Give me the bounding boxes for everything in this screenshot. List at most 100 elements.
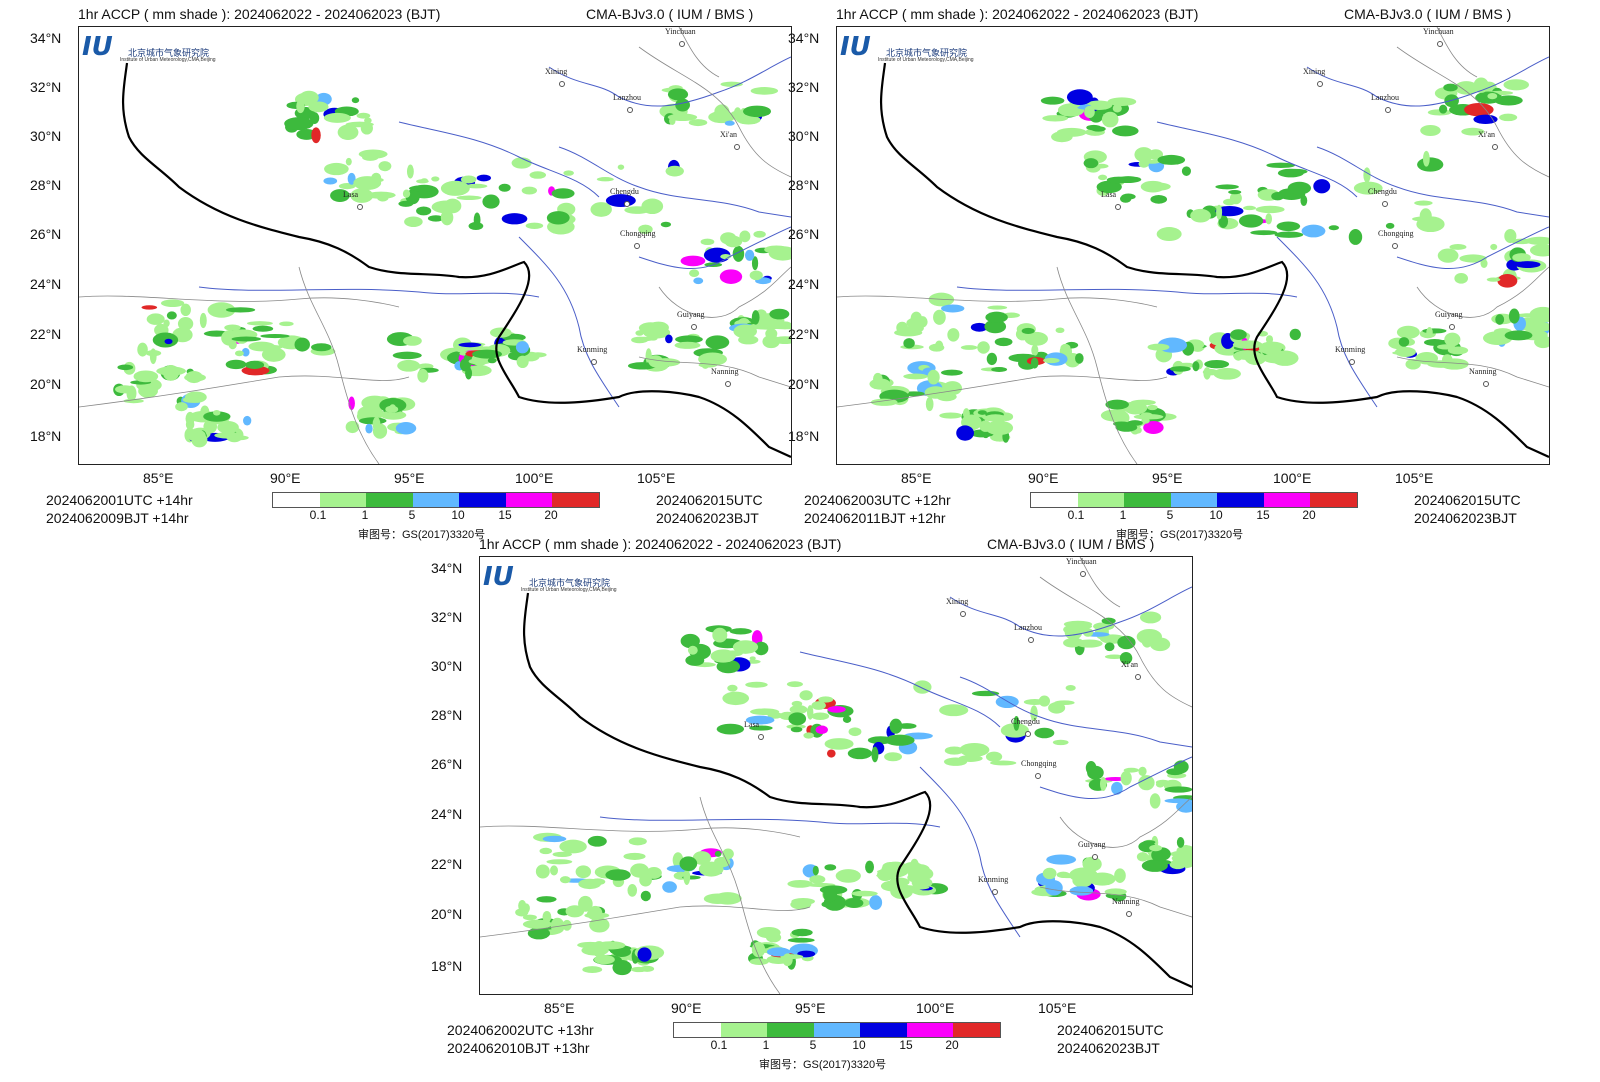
precip-cell	[1105, 399, 1129, 410]
legend-swatch	[1217, 493, 1264, 507]
precip-cell	[1034, 727, 1055, 739]
init-time-block: 2024062002UTC +13hr 2024062010BJT +13hr	[447, 1021, 594, 1057]
city-marker	[1135, 674, 1141, 680]
map-title: 1hr ACCP ( mm shade ): 2024062022 - 2024…	[479, 536, 842, 552]
precip-cell	[578, 878, 602, 890]
precip-cell	[1052, 739, 1069, 746]
precip-cell	[637, 947, 652, 962]
precip-cell	[559, 876, 571, 884]
precip-cell	[345, 420, 360, 434]
legend-swatch	[674, 1023, 721, 1037]
city-label: Xi'an	[720, 130, 737, 139]
precip-cell	[1136, 852, 1149, 862]
precip-cell	[1104, 888, 1127, 896]
rivers	[599, 586, 1192, 938]
city-marker	[357, 204, 363, 210]
precip-cell	[465, 183, 488, 189]
lat-tick: 30°N	[788, 128, 820, 144]
precip-cell	[667, 88, 689, 101]
city-label: Kunming	[978, 875, 1009, 884]
legend-tick: 5	[408, 508, 416, 522]
precip-cell	[903, 338, 915, 349]
city-marker	[992, 889, 998, 895]
city-marker	[734, 144, 740, 150]
precip-cell	[985, 311, 1008, 323]
precip-cell	[521, 186, 538, 195]
precip-cell	[806, 705, 814, 720]
precip-cell	[944, 746, 964, 755]
precip-cell	[1069, 886, 1094, 896]
rivers	[956, 56, 1549, 408]
precip-cell	[871, 746, 879, 763]
precip-cell	[1504, 228, 1517, 244]
precip-cell	[311, 343, 332, 352]
city-marker	[1035, 773, 1041, 779]
precip-cell	[308, 101, 329, 113]
precip-cell	[1497, 274, 1518, 288]
legend-swatch	[720, 1023, 768, 1037]
precip-cell	[631, 336, 649, 344]
precip-cell	[1353, 181, 1383, 195]
precip-cell	[353, 176, 382, 190]
precip-cell	[749, 725, 773, 731]
precip-cell	[175, 402, 188, 412]
precip-cell	[605, 194, 636, 208]
precip-cell	[1228, 189, 1242, 195]
precip-cell	[1104, 654, 1124, 659]
institute-name-en: Institute of Urban Meteorology,CMA,Beiji…	[120, 57, 216, 63]
precip-cell	[1088, 872, 1116, 886]
lon-tick: 100°E	[515, 470, 554, 486]
valid-time-bjt: 2024062023BJT	[1057, 1040, 1160, 1056]
precip-cell	[166, 311, 177, 320]
precip-cell	[1127, 420, 1143, 426]
precip-cell	[1265, 213, 1273, 225]
city-label: Xining	[545, 67, 568, 76]
city-label: Yinchuan	[1423, 27, 1454, 36]
precip-cell	[472, 349, 502, 359]
precip-cell	[985, 420, 1014, 436]
precip-cell	[906, 885, 930, 890]
precip-cell	[402, 189, 411, 198]
legend-swatch	[412, 493, 460, 507]
precip-cell	[1040, 96, 1065, 105]
precip-cell	[498, 183, 511, 192]
init-time-utc: 2024062002UTC +13hr	[447, 1022, 594, 1038]
precip-cell	[809, 875, 826, 884]
precip-cell	[627, 883, 638, 897]
precip-cell	[977, 410, 987, 415]
lat-tick: 26°N	[788, 226, 820, 242]
precip-cell	[720, 81, 743, 87]
precip-cell	[660, 221, 672, 228]
precip-cell	[1045, 880, 1063, 896]
precip-cell	[552, 851, 572, 857]
precip-cell	[458, 342, 482, 348]
precip-cell	[612, 960, 632, 976]
precip-cell	[640, 890, 651, 902]
precip-cell	[1141, 632, 1153, 648]
precip-cell	[1444, 332, 1461, 347]
precip-cell	[1230, 329, 1247, 340]
precip-cell	[542, 910, 552, 923]
precipitation-field	[869, 77, 1549, 443]
city-label: Xining	[1303, 67, 1326, 76]
precip-cell	[356, 112, 371, 119]
precip-cell	[842, 715, 852, 723]
institute-name-en: Institute of Urban Meteorology,CMA,Beiji…	[878, 57, 974, 63]
precip-cell	[323, 112, 351, 123]
map-canvas	[837, 27, 1549, 464]
precip-cell	[815, 725, 828, 735]
precip-cell	[1437, 248, 1459, 263]
precip-cell	[1140, 412, 1153, 419]
precip-cell	[182, 396, 202, 403]
precip-cell	[217, 421, 239, 434]
city-label: Lanzhou	[1371, 93, 1399, 102]
precip-cell	[1426, 327, 1433, 338]
map-title: 1hr ACCP ( mm shade ): 2024062022 - 2024…	[836, 6, 1199, 22]
precip-cell	[1150, 195, 1168, 204]
precip-cell	[1363, 167, 1371, 183]
precip-cell	[1114, 868, 1126, 883]
precip-cell	[728, 693, 739, 700]
lat-tick: 32°N	[30, 79, 62, 95]
lat-tick: 22°N	[431, 856, 463, 872]
city-marker	[725, 381, 731, 387]
